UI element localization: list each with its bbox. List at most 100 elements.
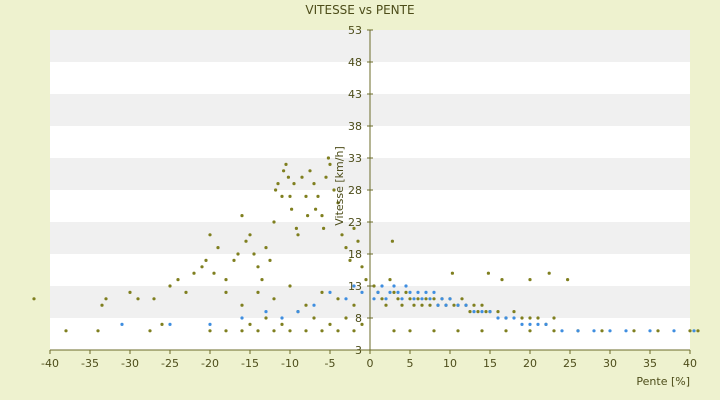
data-point bbox=[328, 290, 332, 294]
data-point bbox=[344, 297, 348, 301]
x-tick-label: 25 bbox=[563, 357, 577, 370]
data-point bbox=[284, 162, 288, 166]
data-point bbox=[440, 297, 444, 301]
data-point bbox=[272, 329, 276, 333]
data-point bbox=[264, 316, 268, 320]
data-point bbox=[528, 278, 532, 282]
data-point bbox=[528, 316, 532, 320]
data-point bbox=[396, 290, 400, 294]
data-point bbox=[300, 175, 304, 179]
data-point bbox=[372, 297, 376, 301]
data-point bbox=[384, 303, 388, 307]
data-point bbox=[450, 271, 454, 275]
data-point bbox=[332, 188, 336, 192]
x-axis: -40 -35 -30 -25 -20 -15 -10 -5 0 5 10 15 20 25 30 35 40 bbox=[41, 349, 697, 370]
data-point bbox=[512, 316, 516, 320]
data-point bbox=[160, 322, 164, 326]
data-point bbox=[304, 303, 308, 307]
data-point bbox=[452, 303, 456, 307]
data-point bbox=[316, 194, 320, 198]
data-point bbox=[208, 233, 212, 237]
x-tick-label: 30 bbox=[603, 357, 617, 370]
data-point bbox=[288, 194, 292, 198]
data-point bbox=[396, 297, 400, 301]
data-point bbox=[416, 297, 420, 301]
data-point bbox=[412, 303, 416, 307]
data-point bbox=[296, 233, 300, 237]
data-point bbox=[592, 329, 596, 333]
x-tick-label: -35 bbox=[81, 357, 99, 370]
data-point bbox=[472, 303, 476, 307]
y-tick-label: 33 bbox=[348, 152, 362, 165]
data-point bbox=[224, 290, 228, 294]
data-point bbox=[632, 329, 636, 333]
data-point bbox=[264, 310, 268, 314]
data-point bbox=[268, 258, 272, 262]
data-point bbox=[480, 310, 484, 314]
data-point bbox=[448, 297, 452, 301]
data-point bbox=[168, 284, 172, 288]
data-point bbox=[224, 278, 228, 282]
data-point bbox=[384, 297, 388, 301]
data-point bbox=[192, 271, 196, 275]
data-point bbox=[390, 239, 394, 243]
data-point bbox=[64, 329, 68, 333]
data-point bbox=[320, 214, 324, 218]
data-point bbox=[504, 329, 508, 333]
data-point bbox=[240, 303, 244, 307]
data-point bbox=[240, 329, 244, 333]
data-point bbox=[364, 278, 368, 282]
data-point bbox=[32, 297, 36, 301]
data-point bbox=[496, 310, 500, 314]
data-point bbox=[648, 329, 652, 333]
y-tick-label: 18 bbox=[348, 248, 362, 261]
data-point bbox=[308, 169, 312, 173]
data-point bbox=[208, 322, 212, 326]
data-point bbox=[480, 329, 484, 333]
data-point bbox=[280, 194, 284, 198]
data-point bbox=[272, 220, 276, 224]
x-axis-label: Pente [%] bbox=[636, 375, 690, 388]
data-point bbox=[372, 284, 376, 288]
data-point bbox=[240, 316, 244, 320]
data-point bbox=[208, 329, 212, 333]
data-point bbox=[460, 297, 464, 301]
y-tick-label: 23 bbox=[348, 216, 362, 229]
data-point bbox=[376, 290, 380, 294]
data-point bbox=[148, 329, 152, 333]
data-point bbox=[204, 258, 208, 262]
data-point bbox=[552, 316, 556, 320]
data-point bbox=[416, 290, 420, 294]
data-point bbox=[282, 169, 286, 173]
data-point bbox=[274, 188, 278, 192]
data-point bbox=[224, 329, 228, 333]
data-point bbox=[244, 239, 248, 243]
data-point bbox=[420, 303, 424, 307]
data-point bbox=[600, 329, 604, 333]
data-point bbox=[520, 322, 524, 326]
data-point bbox=[104, 297, 108, 301]
data-point bbox=[400, 297, 404, 301]
x-tick-label: -10 bbox=[281, 357, 299, 370]
y-tick-label: 28 bbox=[348, 184, 362, 197]
data-point bbox=[304, 194, 308, 198]
data-point bbox=[432, 297, 436, 301]
data-point bbox=[290, 207, 294, 211]
x-tick-label: 10 bbox=[443, 357, 457, 370]
data-point bbox=[304, 329, 308, 333]
data-point bbox=[256, 329, 260, 333]
data-point bbox=[388, 290, 392, 294]
data-point bbox=[688, 329, 692, 333]
data-point bbox=[272, 297, 276, 301]
data-point bbox=[528, 322, 532, 326]
data-point bbox=[232, 258, 236, 262]
data-point bbox=[504, 316, 508, 320]
y-tick-label: 43 bbox=[348, 88, 362, 101]
data-points bbox=[32, 156, 700, 333]
data-point bbox=[286, 175, 290, 179]
data-point bbox=[328, 162, 332, 166]
data-point bbox=[424, 297, 428, 301]
data-point bbox=[520, 316, 524, 320]
y-axis-label: Vitesse [km/h] bbox=[333, 146, 346, 226]
